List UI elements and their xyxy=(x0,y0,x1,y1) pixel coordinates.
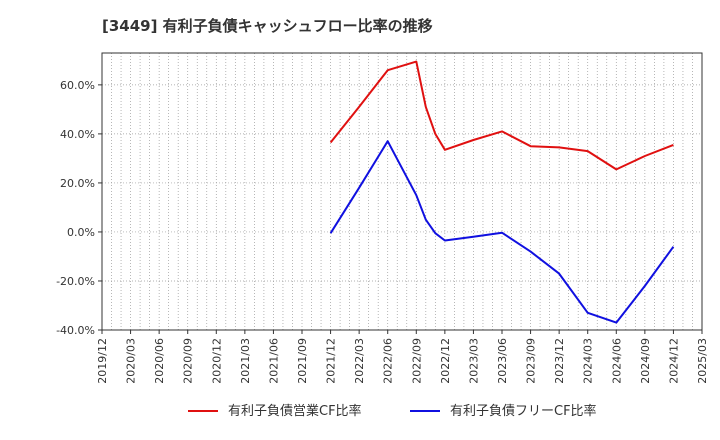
series-line-1 xyxy=(329,60,674,171)
y-tick-label: 60.0% xyxy=(60,79,95,92)
x-tick-label: 2022/03 xyxy=(353,338,366,384)
x-tick-label: 2023/12 xyxy=(553,338,566,384)
legend: 有利子負債営業CF比率 有利子負債フリーCF比率 xyxy=(188,403,597,419)
legend-label-1: 有利子負債営業CF比率 xyxy=(228,403,362,419)
x-axis-ticks: 2019/12 2020/03 2020/06 2020/09 2020/12 2021/… xyxy=(96,330,709,384)
x-tick-label: 2021/06 xyxy=(267,338,280,384)
x-tick-label: 2023/06 xyxy=(496,338,509,384)
y-axis-ticks: -40.0% -20.0% 0.0% 20.0% 40.0% 60.0% xyxy=(56,79,102,337)
series-lines xyxy=(329,60,675,324)
y-tick-label: 40.0% xyxy=(60,128,95,141)
x-tick-label: 2020/06 xyxy=(153,338,166,384)
x-tick-label: 2020/03 xyxy=(125,338,138,384)
y-tick-label: -20.0% xyxy=(56,275,95,288)
y-tick-label: 0.0% xyxy=(67,226,95,239)
x-tick-label: 2024/09 xyxy=(639,338,652,384)
x-tick-label: 2021/03 xyxy=(239,338,252,384)
x-tick-label: 2025/03 xyxy=(696,338,709,384)
x-tick-label: 2020/09 xyxy=(182,338,195,384)
x-tick-label: 2020/12 xyxy=(210,338,223,384)
x-tick-label: 2022/12 xyxy=(439,338,452,384)
x-tick-label: 2019/12 xyxy=(96,338,109,384)
x-tick-label: 2023/09 xyxy=(525,338,538,384)
x-tick-label: 2021/12 xyxy=(325,338,338,384)
grid-lines xyxy=(102,53,702,331)
y-tick-label: 20.0% xyxy=(60,177,95,190)
series-line-2 xyxy=(329,140,675,324)
plot-area-frame xyxy=(101,52,703,331)
x-tick-label: 2024/12 xyxy=(667,338,680,384)
chart-title: [3449] 有利子負債キャッシュフロー比率の推移 xyxy=(102,17,433,35)
y-tick-label: -40.0% xyxy=(56,324,95,337)
legend-label-2: 有利子負債フリーCF比率 xyxy=(450,403,597,419)
x-tick-label: 2024/03 xyxy=(582,338,595,384)
x-tick-label: 2021/09 xyxy=(296,338,309,384)
x-tick-label: 2022/06 xyxy=(382,338,395,384)
x-tick-label: 2022/09 xyxy=(410,338,423,384)
x-tick-label: 2024/06 xyxy=(610,338,623,384)
x-tick-label: 2023/03 xyxy=(467,338,480,384)
